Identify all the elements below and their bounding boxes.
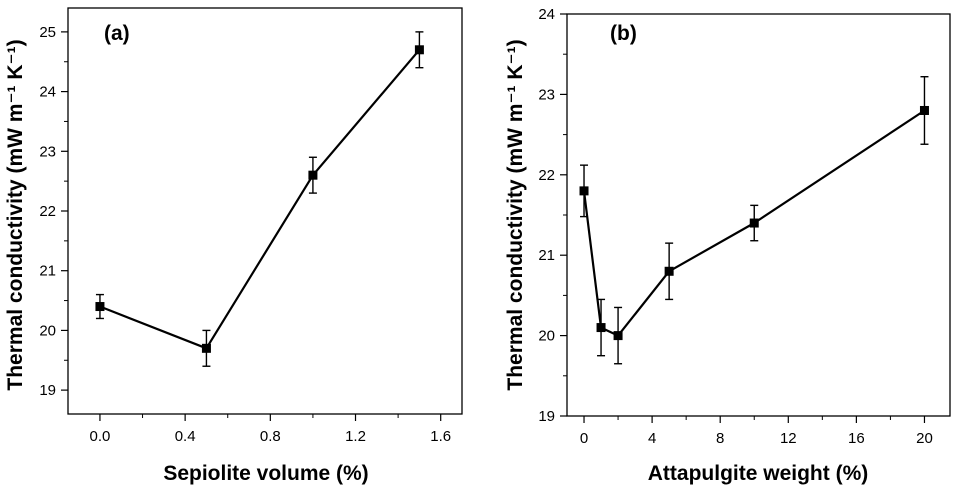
panel-b-y-tick-label: 24 — [538, 6, 555, 23]
panel-b-y-tick-label: 19 — [538, 408, 555, 425]
panel-b-y-tick-label: 23 — [538, 86, 555, 103]
panel-a-y-tick-label: 24 — [39, 84, 56, 101]
panel-a-data-point — [414, 45, 424, 55]
panel-a-y-tick-label: 25 — [39, 24, 56, 41]
panel-b-plot-frame — [566, 13, 951, 417]
panel-a-x-tick-label: 0.0 — [90, 428, 111, 445]
panel-a-label: (a) — [104, 22, 130, 45]
panel-a-data-point — [95, 302, 105, 312]
panel-a-x-axis-title: Sepiolite volume (%) — [163, 462, 368, 485]
panel-a-x-tick-label: 1.2 — [345, 428, 366, 445]
chart-panel-b: (b) Attapulgite weight (%) Thermal condu… — [504, 6, 951, 485]
panel-a-y-tick-label: 19 — [39, 382, 56, 399]
panel-b-x-tick-label: 0 — [580, 430, 588, 447]
panel-a-series-line — [99, 49, 421, 350]
panel-a-x-tick-label: 0.4 — [175, 428, 196, 445]
panel-b-data-point — [919, 105, 929, 115]
panel-b-data-point — [596, 323, 606, 333]
panel-b-x-tick-label: 20 — [916, 430, 933, 447]
panel-a-y-tick-label: 20 — [39, 322, 56, 339]
panel-a-x-tick-label: 1.6 — [430, 428, 451, 445]
panel-b-data-point — [664, 266, 674, 276]
panel-a-x-tick-label: 0.8 — [260, 428, 281, 445]
panel-b-data-point — [749, 218, 759, 228]
panel-b-x-tick-label: 16 — [848, 430, 865, 447]
panel-a-y-tick-label: 23 — [39, 143, 56, 160]
panel-b-y-tick-label: 22 — [538, 167, 555, 184]
panel-b-label: (b) — [610, 22, 637, 45]
panel-b-x-tick-label: 12 — [780, 430, 797, 447]
panel-a-y-axis-title: Thermal conductivity (mW m⁻¹ K⁻¹) — [4, 39, 27, 390]
panel-a-y-tick-label: 22 — [39, 203, 56, 220]
panel-b-y-axis-title: Thermal conductivity (mW m⁻¹ K⁻¹) — [504, 39, 527, 390]
panel-b-data-point — [613, 331, 623, 341]
panel-b-y-tick-label: 20 — [538, 328, 555, 345]
panel-b-x-tick-label: 4 — [648, 430, 656, 447]
panel-b-x-tick-label: 8 — [716, 430, 724, 447]
panel-a-data-point — [201, 343, 211, 353]
panel-b-data-point — [579, 186, 589, 196]
panel-b-y-tick-label: 21 — [538, 247, 555, 264]
panel-b-series-line — [582, 109, 926, 337]
panel-a-data-point — [308, 170, 318, 180]
panel-b-x-axis-title: Attapulgite weight (%) — [648, 462, 868, 485]
panel-a-y-tick-label: 21 — [39, 263, 56, 280]
chart-panel-a: (a) Sepiolite volume (%) Thermal conduct… — [4, 7, 463, 485]
